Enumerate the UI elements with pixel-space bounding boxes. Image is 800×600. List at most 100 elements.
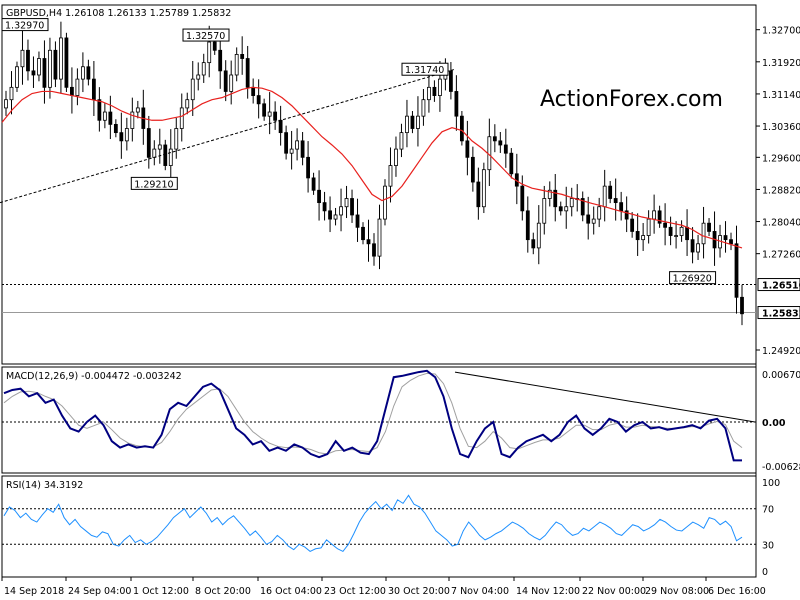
candle-body (31, 70, 36, 76)
y-tick-label: 1.29600 (762, 153, 800, 164)
candle-body (416, 115, 420, 129)
price-callout-label: 1.29210 (134, 179, 173, 190)
price-level-box (757, 306, 800, 320)
candle-body (536, 222, 541, 249)
rsi-y-label: 0 (762, 567, 768, 578)
candle-body (289, 148, 294, 154)
candle-body (311, 177, 316, 191)
candle-body (641, 235, 646, 241)
macd-line (3, 369, 742, 462)
candle-body (157, 144, 162, 150)
candle-body (586, 214, 591, 224)
rsi-y-label: 70 (762, 505, 774, 516)
candle-body (80, 66, 85, 80)
candle-body (350, 198, 354, 216)
price-callout-box (182, 28, 230, 42)
x-tick-label: 16 Oct 04:00 (260, 586, 322, 597)
candle-body (190, 78, 195, 101)
y-tick-label: 1.28820 (762, 185, 800, 196)
candle-body (394, 148, 398, 166)
candle-body (657, 210, 662, 224)
price-callout-box (669, 271, 717, 285)
candle-body (328, 210, 332, 220)
candle-body (26, 49, 30, 72)
candle-body (591, 218, 596, 224)
candle-body (333, 214, 338, 220)
price-callout-box (401, 62, 449, 76)
candle-body (421, 99, 426, 117)
candle-body (48, 49, 52, 88)
candle-body (553, 189, 558, 208)
candle-body (168, 148, 173, 166)
price-level-label: 1.26510 (762, 281, 800, 292)
candle-body (262, 103, 267, 117)
candle-body (685, 226, 689, 241)
x-tick-label: 30 Oct 20:00 (388, 586, 450, 597)
macd-y-label: -0.00628 (762, 462, 800, 473)
candle-body (542, 198, 547, 224)
price-callout-label: 1.32970 (5, 21, 44, 32)
macd-signal-line (3, 372, 743, 455)
candle-body (317, 189, 321, 204)
rsi-y-label: 100 (762, 478, 780, 489)
candle-body (273, 111, 278, 121)
candle-body (646, 218, 651, 236)
candle-body (267, 111, 272, 117)
candle-body (525, 210, 530, 241)
candle-body (377, 218, 382, 257)
candle-body (438, 78, 442, 96)
candle-body (608, 185, 613, 199)
candle-body (284, 132, 289, 154)
candle-body (602, 185, 607, 208)
candle-body (322, 202, 327, 212)
candle-body (124, 128, 129, 142)
candle-body (300, 140, 305, 158)
candle-body (663, 222, 668, 228)
candle-body (91, 78, 96, 101)
moving-average-line (1, 86, 743, 249)
price-callout-label: 1.32570 (186, 31, 225, 42)
candle-body (152, 148, 157, 158)
x-tick-label: 22 Nov 00:00 (582, 586, 646, 597)
candle-body (476, 181, 481, 208)
candle-body (53, 49, 58, 80)
candle-body (20, 49, 25, 68)
candle-body (410, 115, 415, 129)
candle-body (503, 144, 508, 154)
x-tick-label: 14 Nov 12:00 (516, 586, 580, 597)
candle-body (251, 86, 256, 96)
candle-body (42, 58, 47, 88)
x-tick-label: 23 Oct 12:00 (324, 586, 386, 597)
y-tick-label: 1.24920 (762, 346, 800, 357)
candle-body (361, 226, 365, 241)
candle-body (624, 210, 629, 220)
candle-body (234, 54, 239, 76)
candle-body (256, 95, 261, 105)
candle-body (366, 239, 371, 245)
candle-body (470, 156, 475, 183)
candle-body (668, 226, 673, 236)
candle-body (597, 206, 602, 220)
candle-body (674, 235, 678, 237)
x-tick-label: 1 Oct 12:00 (133, 586, 189, 597)
candle-body (240, 54, 245, 59)
macd-title: MACD(12,26,9) -0.004472 -0.003242 (6, 371, 182, 382)
candle-body (531, 239, 536, 249)
candle-body (448, 70, 453, 92)
candle-body (405, 115, 409, 134)
candle-body (86, 66, 91, 80)
candle-body (679, 226, 684, 236)
candle-body (245, 58, 250, 88)
rsi-y-label: 30 (762, 540, 774, 551)
price-chart-title: GBPUSD,H4 1.26108 1.26133 1.25789 1.2583… (6, 8, 231, 19)
y-tick-label: 1.31920 (762, 58, 800, 69)
price-callout-label: 1.31740 (405, 65, 444, 76)
candle-body (635, 231, 640, 241)
candle-body (9, 86, 14, 101)
y-tick-label: 1.31140 (762, 90, 800, 101)
candle-body (481, 169, 486, 208)
watermark: ActionForex.com (540, 87, 723, 112)
candle-body (509, 152, 514, 175)
x-tick-label: 14 Sep 2018 (4, 586, 64, 597)
